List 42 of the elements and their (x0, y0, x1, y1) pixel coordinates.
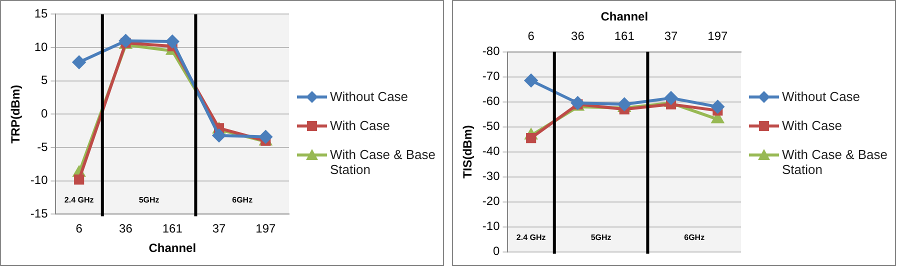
x-tick-label: 36 (571, 28, 585, 43)
y-tick-label: 15 (34, 6, 48, 21)
band-label: 2.4 GHz (64, 195, 94, 204)
y-tick-label: -40 (482, 144, 500, 158)
band-label: 5GHz (138, 195, 160, 204)
band-label: 5GHz (590, 233, 612, 242)
band-label: 6GHz (232, 195, 253, 204)
y-tick-label: -20 (482, 194, 500, 208)
legend-label: Without Case (782, 89, 860, 104)
legend-label: With Case & Base Station (330, 147, 436, 177)
y-tick-label: -10 (30, 173, 48, 188)
x-tick-label: 36 (119, 222, 133, 236)
legend-label: With Case (330, 118, 390, 133)
y-tick-label: 10 (34, 40, 48, 54)
x-tick-label: 161 (614, 28, 635, 43)
y-tick-label: 0 (41, 106, 48, 121)
y-tick-label: -15 (30, 206, 48, 221)
x-axis-title: Channel (148, 241, 196, 256)
y-tick-label: -70 (482, 69, 500, 84)
y-tick-label: -50 (482, 119, 500, 134)
x2-axis-title: Channel (600, 10, 648, 24)
x-tick-label: 197 (256, 222, 276, 236)
legend-label: With Case & Base Station (782, 147, 888, 177)
x-tick-label: 6 (76, 222, 83, 236)
y-tick-label: 5 (41, 73, 48, 88)
x-tick-label: 37 (212, 222, 226, 236)
y-tick-label: -80 (482, 44, 500, 58)
legend-label: Without Case (330, 89, 408, 104)
y-tick-label: -10 (482, 219, 500, 234)
band-label: 2.4 GHz (516, 233, 546, 242)
y-tick-label: 0 (493, 244, 500, 258)
y-axis-title: TIS(dBm) (460, 125, 475, 178)
band-label: 6GHz (684, 233, 705, 242)
x-tick-label: 161 (162, 222, 183, 236)
y-axis-title: TRP(dBm) (8, 84, 23, 144)
y-tick-label: -5 (37, 140, 48, 154)
x-tick-label: 197 (708, 28, 728, 43)
legend-label: With Case (782, 118, 842, 133)
x-tick-label: 6 (528, 28, 535, 43)
y-tick-label: -30 (482, 169, 500, 184)
y-tick-label: -60 (482, 94, 500, 108)
x-tick-label: 37 (664, 28, 678, 43)
